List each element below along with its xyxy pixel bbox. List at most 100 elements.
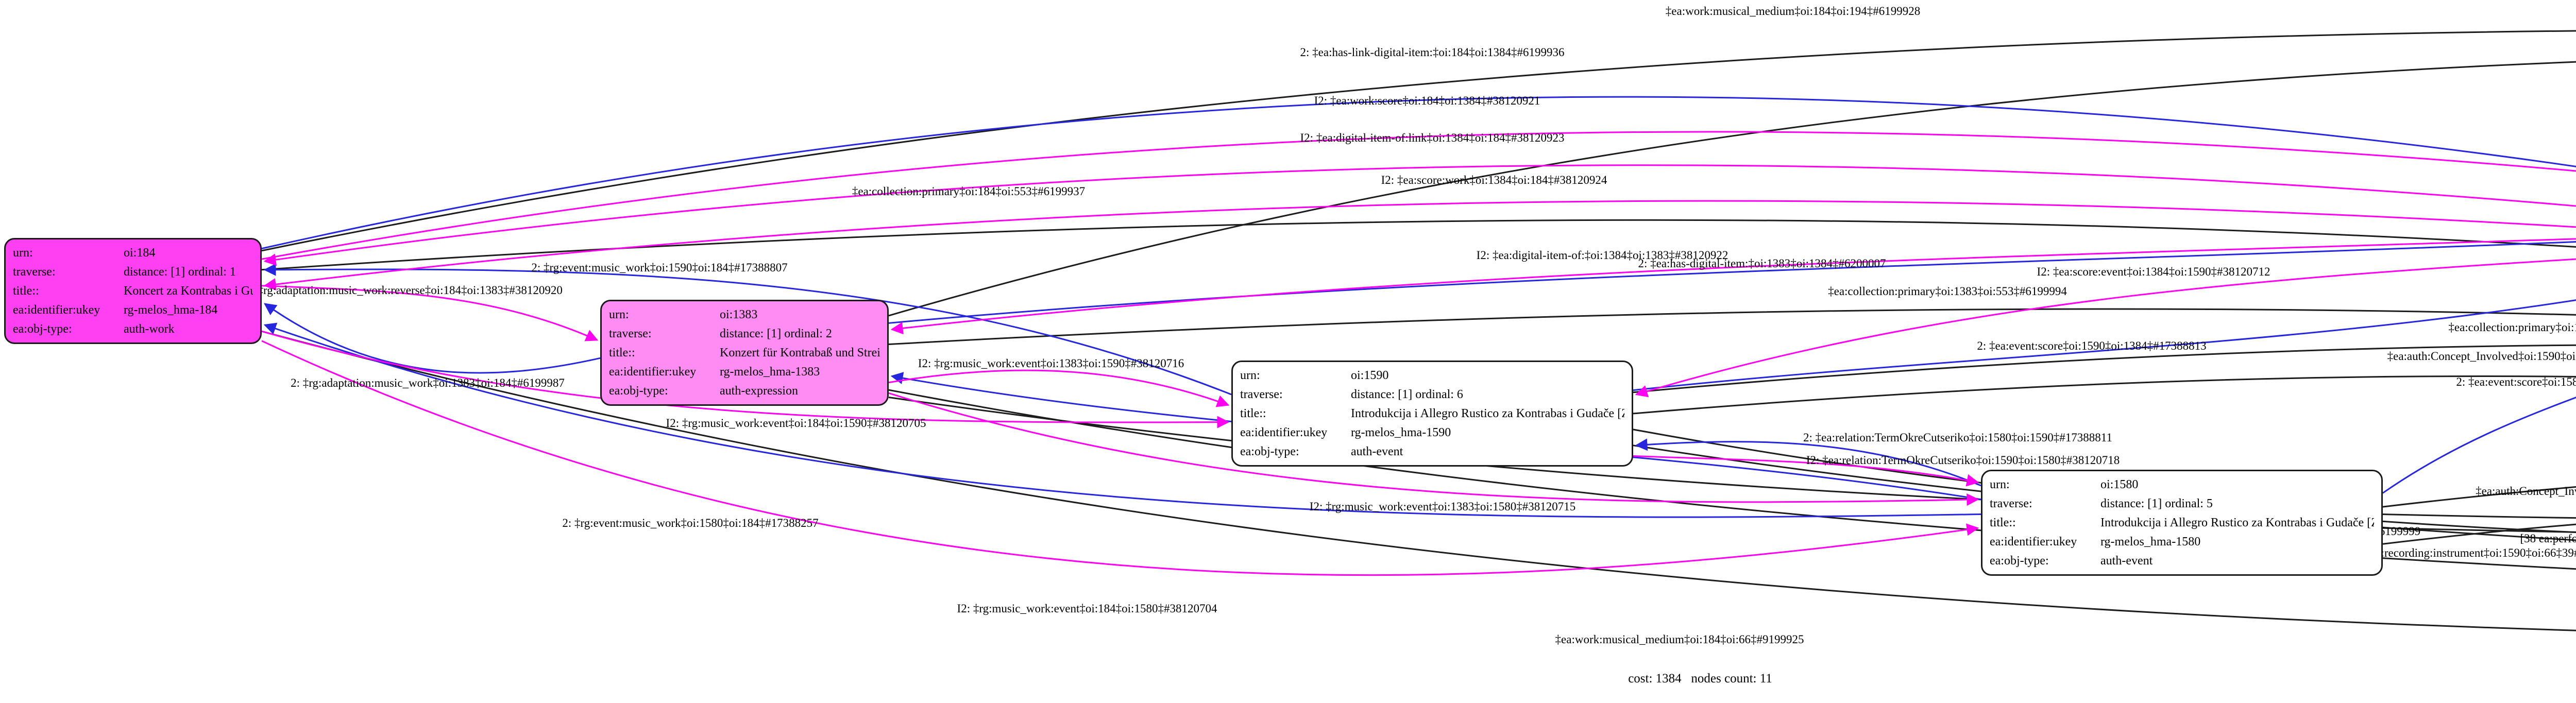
node-row-value: distance: [1] ordinal: 2 — [720, 327, 832, 341]
edge-label: 2: ‡ea:event:score‡oi:1590‡oi:1384‡#1738… — [1977, 339, 2207, 352]
graph-edge-magenta — [1635, 258, 2576, 398]
node-row: ea:identifier:ukey rg-melos_hma-1383 — [609, 363, 880, 381]
graph-edge-blue — [1635, 438, 1981, 487]
node-row-key: ea:identifier:ukey — [1990, 535, 2077, 548]
edge-label: 2: ‡rg:event:music_work‡oi:1590‡oi:184‡#… — [531, 261, 788, 274]
graph-edge-blue — [264, 303, 601, 374]
node-row-key: traverse: — [609, 327, 652, 341]
graph-node-oi-184: urn: oi:184 traverse: distance: [1] ordinal… — [4, 238, 262, 344]
edge-label: I2: ‡rg:music_work:event‡oi:184‡oi:1580‡… — [957, 602, 1217, 615]
graph-edge-blue — [263, 322, 1981, 518]
node-row-key: ea:obj-type: — [13, 322, 72, 336]
node-row: traverse: distance: [1] ordinal: 1 — [13, 263, 253, 281]
graph-edge-black — [261, 30, 2576, 252]
edge-label: I2: ‡rg:music_work:event‡oi:1383‡oi:1590… — [918, 357, 1184, 370]
edge-label: 2: ‡ea:has-link-digital-item:‡oi:184‡oi:… — [1300, 46, 1565, 59]
node-row: ea:obj-type: auth-event — [1240, 442, 1624, 461]
graph-edge-magenta — [261, 340, 1979, 576]
graph-edge-magenta — [263, 200, 2576, 291]
graph-edge-magenta — [1633, 455, 1979, 487]
edge-label: I2: ‡ea:work:score‡oi:184‡oi:1384‡#38120… — [1314, 94, 1540, 107]
node-row-key: urn: — [13, 246, 33, 260]
node-row-key: ea:obj-type: — [1240, 444, 1299, 458]
edge-label: ‡ea:auth:Concept_Involved‡oi:1580‡oi:66‡… — [2476, 485, 2576, 498]
graph-edge-black — [1633, 444, 2576, 541]
edge-label: ‡ea:auth:Concept_Involved‡oi:1590‡oi:158… — [2387, 350, 2576, 363]
graph-edge-blue — [888, 241, 2576, 324]
node-row-value: oi:1590 — [1351, 369, 1389, 383]
node-row-key: traverse: — [13, 265, 56, 279]
edge-label: I2: ‡ea:score:event‡oi:1384‡oi:1590‡#381… — [2037, 265, 2270, 278]
edge-label: ‡ea:collection:primary‡oi:1383‡oi:553‡#6… — [1828, 285, 2067, 298]
graph-edge-magenta — [888, 369, 1230, 407]
graph-edge-magenta — [890, 238, 2576, 335]
node-row: ea:obj-type: auth-expression — [609, 382, 880, 400]
node-row-value: distance: [1] ordinal: 6 — [1351, 388, 1463, 402]
node-row-key: title:: — [1240, 406, 1266, 420]
node-row-key: ea:identifier:ukey — [13, 303, 100, 317]
node-row: ea:identifier:ukey rg-melos_hma-1590 — [1240, 423, 1624, 442]
node-row-key: ea:obj-type: — [1990, 554, 2049, 568]
node-row-value: distance: [1] ordinal: 1 — [124, 265, 236, 279]
edge-label: I2: ‡ea:score:work‡oi:1384‡oi:184‡#38120… — [1381, 174, 1607, 186]
node-row-value: rg-melos_hma-184 — [124, 303, 218, 317]
node-row-key: urn: — [1240, 369, 1260, 383]
edge-label: 2: ‡ea:relation:TermOkreCutseriko‡oi:158… — [1803, 431, 2112, 444]
graph-edge-magenta — [261, 330, 1230, 428]
edge-label: 2: ‡ea:event:score‡oi:1580‡oi:1384‡#1738… — [2456, 375, 2576, 388]
node-row-value: distance: [1] ordinal: 5 — [2100, 497, 2213, 511]
node-row-key: ea:obj-type: — [609, 384, 668, 398]
node-row-value: Introdukcija i Allegro Rustico za Kontra… — [2100, 516, 2374, 529]
node-row: ea:identifier:ukey rg-melos_hma-1580 — [1990, 533, 2374, 551]
node-row: title:: Introdukcija i Allegro Rustico za… — [1240, 404, 1624, 423]
node-row-key: urn: — [1990, 478, 2010, 492]
graph-edge-magenta — [888, 392, 1979, 506]
edge-label: I2: ‡ea:digital-item-of:link‡oi:1384‡oi:… — [1300, 131, 1565, 144]
edge-label: ‡ea:work:musical_medium‡oi:184‡oi:66‡#91… — [1555, 633, 1804, 646]
node-row-value: oi:1580 — [2100, 478, 2139, 492]
graph-node-oi-1383: urn: oi:1383 traverse: distance: [1] ordina… — [600, 300, 889, 406]
node-row-key: ea:identifier:ukey — [1240, 425, 1328, 439]
graph-node-oi-1590: urn: oi:1590 traverse: distance: [1] ordina… — [1231, 361, 1633, 467]
node-row: title::Konzert für Kontrabaß und Streich… — [609, 344, 880, 362]
node-row-key: traverse: — [1240, 388, 1283, 402]
edge-label: ‡ea:work:musical_medium‡oi:184‡oi:194‡#6… — [1665, 5, 1921, 18]
graph-edge-black — [261, 219, 2576, 271]
edge-label: I2: ‡rg:music_work:event‡oi:1383‡oi:1580… — [1309, 500, 1576, 513]
edge-label: [38 ea:performance:instrumentalist]> ‡ea… — [2520, 532, 2576, 545]
graph-edge-black — [1633, 344, 2576, 393]
node-row: title:: Introdukcija i Allegro Rustico za… — [1990, 513, 2374, 532]
node-row-value: rg-melos_hma-1383 — [720, 365, 820, 379]
node-row-value: Koncert za Kontrabas i Gudače — [124, 284, 253, 298]
edge-label: I2: ‡ea:digital-item-of:‡oi:1384‡oi:1383… — [1476, 249, 1728, 262]
graph-edge-black — [1633, 428, 2576, 534]
graph-node-oi-1580: urn: oi:1580 traverse: distance: [1] ordina… — [1981, 470, 2383, 576]
edge-label: 2: ‡ea:has-digital-item:‡oi:1383‡oi:1384… — [1638, 257, 1886, 270]
node-row: traverse: distance: [1] ordinal: 6 — [1240, 385, 1624, 404]
node-row-value: auth-event — [1351, 444, 1403, 458]
node-row: ea:obj-type: auth-event — [1990, 552, 2374, 570]
node-row-value: rg-melos_hma-1590 — [1351, 425, 1451, 439]
edge-label: ‡ea:collection:primary‡oi:1590‡oi:553‡#1… — [2448, 321, 2576, 334]
node-row: traverse: distance: [1] ordinal: 5 — [1990, 494, 2374, 513]
edge-label: I2: ‡rg:adaptation:music_work:reverse‡oi… — [241, 284, 563, 297]
node-row-key: ea:identifier:ukey — [609, 365, 697, 379]
node-row-value: auth-work — [124, 322, 175, 336]
node-row-key: urn: — [609, 308, 629, 322]
graph-cost-summary: cost: 1384 nodes count: 11 — [1628, 672, 1772, 685]
node-row-value: oi:1383 — [720, 308, 758, 322]
graph-edge-black — [1633, 375, 2576, 415]
graph-edge-magenta — [263, 164, 2576, 266]
node-row: urn: oi:184 — [13, 244, 253, 262]
node-row: urn: oi:1580 — [1990, 475, 2374, 494]
edge-label: ‡ea:collection:primary‡oi:184‡oi:553‡#61… — [852, 185, 1086, 198]
graph-edge-blue — [2382, 397, 2576, 494]
node-row-value: auth-expression — [720, 384, 798, 398]
node-row: title::Koncert za Kontrabas i Gudače — [13, 282, 253, 300]
graph-edge-magenta — [261, 131, 2576, 260]
node-row: urn: oi:1383 — [609, 305, 880, 324]
node-row: traverse: distance: [1] ordinal: 2 — [609, 324, 880, 343]
graph-edge-magenta — [261, 285, 599, 341]
node-row-key: title:: — [13, 284, 39, 298]
